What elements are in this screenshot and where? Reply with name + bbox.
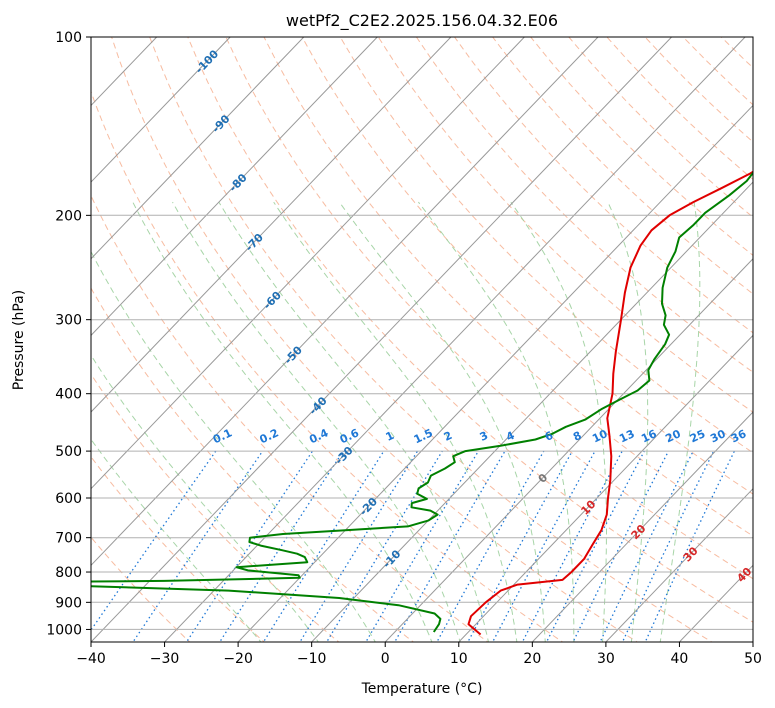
mixing-ratio-line: [185, 450, 314, 642]
moist-adiabat-line: [418, 201, 575, 642]
x-tick-label: 30: [597, 651, 615, 667]
moist-adiabat-line: [91, 250, 376, 642]
mixing-ratio-label: 20: [663, 427, 683, 445]
y-tick-label: 100: [55, 30, 82, 46]
isotherm-line: [311, 181, 753, 642]
mixing-ratio-line: [91, 450, 217, 632]
mixing-ratio-line: [467, 450, 573, 642]
dry-adiabat-line: [339, 37, 753, 454]
isotherm-line: [91, 37, 231, 183]
x-axis-label: Temperature (°C): [361, 681, 483, 697]
mixing-ratio-line: [436, 450, 545, 642]
x-tick-label: −20: [223, 651, 253, 667]
mixing-ratio-label: 10: [590, 427, 610, 445]
x-tick-label: 40: [671, 651, 689, 667]
moist-adiabat-line: [172, 201, 461, 642]
isotherm-line: [458, 334, 753, 642]
x-tick-label: 20: [523, 651, 541, 667]
dry-adiabat-line: [91, 287, 415, 642]
dewpoint-profile-line: [91, 171, 753, 633]
dry-adiabat-line: [225, 37, 753, 580]
background-lines: [91, 37, 753, 642]
mixing-ratio-label: 36: [729, 427, 749, 445]
temperature-profile-line: [467, 170, 753, 636]
y-tick-label: 600: [55, 491, 82, 507]
isotherm-label: 40: [734, 565, 754, 585]
x-tick-label: −40: [76, 651, 106, 667]
x-axis: −40 −30 −20 −10 0 10 20 30 40 50: [76, 642, 762, 667]
y-tick-label: 900: [55, 595, 82, 611]
y-tick-label: 200: [55, 208, 82, 224]
y-axis: 100 200 300 400 500 600 700 800 900 1000: [46, 30, 91, 638]
isotherm-line: [605, 487, 753, 642]
mixing-ratio-label: 16: [639, 427, 659, 445]
moist-adiabat-line: [132, 201, 433, 642]
moist-adiabat-line: [273, 201, 518, 642]
dry-adiabat-line: [415, 37, 753, 373]
y-tick-label: 700: [55, 531, 82, 547]
dry-adiabat-line: [454, 37, 753, 334]
x-tick-label: 0: [381, 651, 390, 667]
isotherm-line: [531, 411, 753, 642]
mixing-ratio-line: [545, 450, 645, 642]
isotherm-line: [384, 258, 753, 642]
chart-title: wetPf2_C2E2.2025.156.04.32.E06: [286, 11, 558, 31]
isotherm-line: [91, 37, 525, 490]
mixing-ratio-line: [599, 450, 694, 642]
dry-adiabat-line: [377, 37, 753, 413]
isotherm-line: [237, 104, 753, 642]
isotherm-line: [91, 37, 452, 413]
mixing-ratio-line: [218, 450, 344, 642]
isotherm-line: [91, 37, 672, 642]
x-tick-label: 10: [450, 651, 468, 667]
mixing-ratio-line: [299, 450, 419, 642]
isotherm-line: [91, 37, 378, 337]
moist-adiabat-line: [91, 438, 262, 642]
dry-adiabat-line: [301, 37, 753, 495]
profile-lines: [91, 170, 753, 636]
y-tick-label: 800: [55, 565, 82, 581]
plot-frame: [90, 36, 754, 643]
dry-adiabat-line: [263, 37, 753, 537]
isotherm-line: [164, 37, 746, 642]
x-tick-label: −30: [150, 651, 180, 667]
y-tick-label: 300: [55, 313, 82, 329]
y-axis-label: Pressure (hPa): [11, 290, 27, 390]
x-tick-label: 50: [744, 651, 762, 667]
y-tick-label: 400: [55, 387, 82, 403]
isotherm-line: [91, 37, 305, 260]
mixing-ratio-label: 25: [688, 427, 707, 445]
isotherm-line: [91, 37, 599, 567]
x-tick-label: −10: [297, 651, 327, 667]
mixing-ratio-line: [262, 450, 385, 642]
mixing-ratio-line: [365, 450, 479, 642]
mixing-ratio-label: 13: [617, 427, 636, 445]
y-tick-label: 1000: [46, 622, 82, 638]
mixing-ratio-label: 30: [708, 427, 728, 445]
y-tick-label: 500: [55, 444, 82, 460]
